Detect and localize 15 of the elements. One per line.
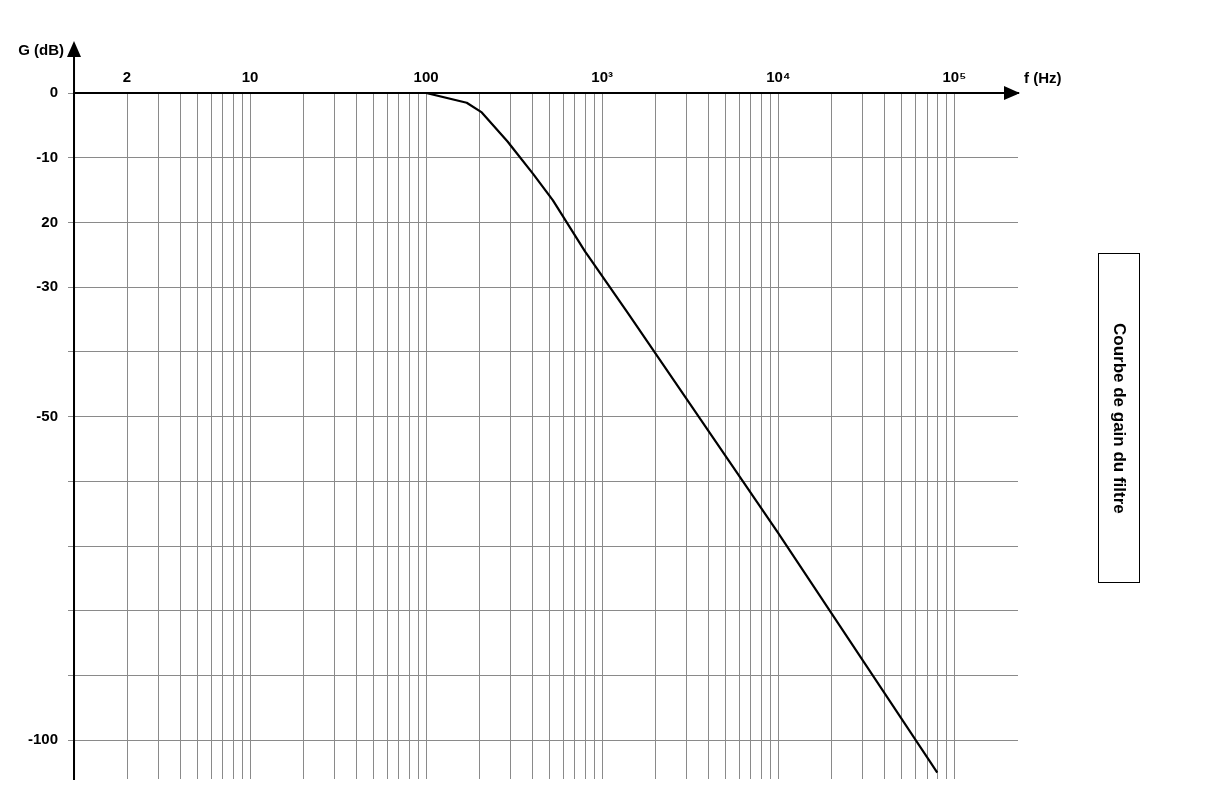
y-tick-label: -10 bbox=[36, 147, 59, 165]
x-tick-label: 10⁵ bbox=[942, 68, 967, 86]
text: Courbe de gain du filtre bbox=[1098, 253, 1140, 583]
x-axis-title: f (Hz) bbox=[1024, 69, 1062, 87]
x-tick-label: 2 bbox=[122, 68, 132, 86]
y-tick-label: 20 bbox=[41, 212, 59, 230]
y-tick-label: -50 bbox=[36, 406, 59, 424]
y-tick-label: 0 bbox=[49, 83, 59, 101]
y-tick-label: -30 bbox=[36, 277, 59, 295]
y-axis-title: G (dB) bbox=[18, 41, 65, 59]
x-tick-label: 10⁴ bbox=[766, 68, 791, 86]
x-tick-label: 10³ bbox=[591, 68, 614, 86]
y-tick-label: -100 bbox=[27, 730, 59, 748]
x-tick-label: 10 bbox=[241, 68, 259, 86]
x-tick-label: 100 bbox=[413, 68, 439, 86]
